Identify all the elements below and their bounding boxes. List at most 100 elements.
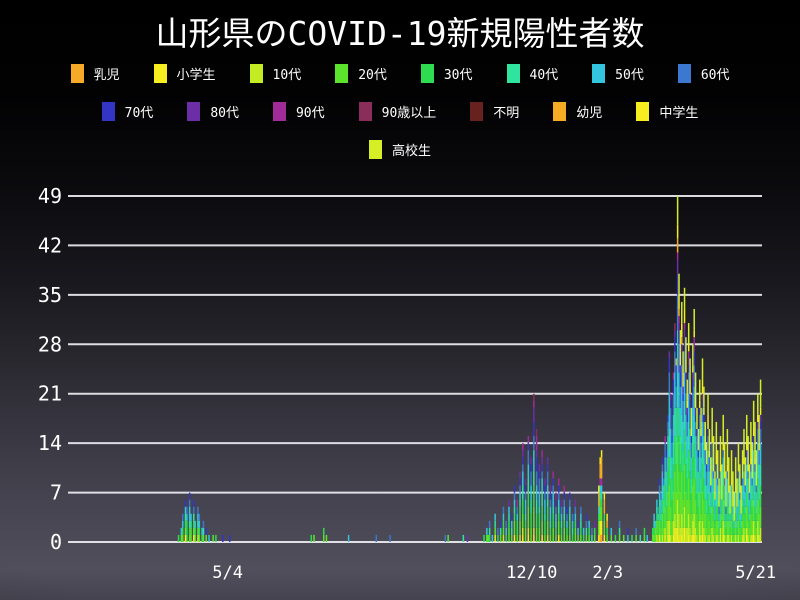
bar-segment (656, 499, 658, 507)
bar-segment (700, 457, 702, 479)
bar-segment (692, 379, 694, 394)
bar-segment (522, 499, 524, 514)
bar-segment (726, 429, 729, 465)
legend-label: 小学生 (176, 68, 216, 84)
bar-segment (519, 492, 521, 500)
bar-segment (687, 534, 690, 542)
bar-segment (723, 534, 726, 542)
bar-segment (687, 365, 690, 373)
bar-segment (499, 520, 502, 528)
bar-segment (658, 485, 661, 493)
bar-segment (180, 527, 183, 535)
bar-segment (527, 443, 530, 451)
bar-segment (678, 513, 680, 535)
bar-segment (672, 492, 675, 521)
bar-segment (689, 450, 691, 472)
bar-segment (606, 527, 608, 535)
bar-segment (502, 534, 505, 542)
bar-segment (757, 421, 759, 430)
bar-segment (701, 400, 704, 408)
bar-segment (541, 492, 543, 507)
bar-segment (606, 513, 608, 521)
bar-segment (184, 534, 187, 542)
bar-segment (690, 429, 693, 437)
bar-segment (740, 534, 742, 542)
bar-segment (682, 351, 684, 373)
bar-segment (664, 506, 666, 528)
bar-segment (466, 534, 469, 542)
bar-segment (527, 492, 530, 507)
bar-segment (687, 513, 690, 535)
bar-segment (599, 457, 601, 465)
bar-segment (681, 337, 683, 345)
bar-segment (675, 365, 677, 373)
bar-segment (546, 471, 549, 486)
bar-segment (701, 520, 704, 535)
bar-segment (703, 527, 705, 542)
bar-segment (743, 471, 745, 486)
bar-segment (686, 400, 689, 408)
bar-segment (745, 450, 748, 458)
bar-segment (676, 499, 679, 528)
bar-segment (743, 429, 745, 458)
bar-segment (668, 534, 671, 542)
bar-segment (722, 471, 724, 486)
bar-segment (696, 450, 698, 472)
bar-segment (502, 506, 505, 514)
bar-segment (667, 436, 669, 458)
bar-segment (745, 443, 748, 451)
bar-segment (703, 457, 705, 479)
bar-segment (743, 464, 745, 472)
bar-segment (734, 534, 737, 542)
bar-segment (524, 499, 527, 514)
bar-segment (682, 471, 684, 500)
bar-segment (524, 520, 527, 528)
bar-segment (754, 421, 756, 458)
legend-swatch (335, 64, 349, 84)
bar-segment (694, 372, 697, 394)
bar-segment (544, 485, 546, 493)
bar-segment (516, 513, 519, 521)
bar-segment (754, 457, 756, 465)
bar-segment (734, 506, 737, 514)
bar-segment (690, 436, 693, 444)
bar-segment (653, 513, 655, 521)
bar-segment (665, 506, 668, 521)
bar-segment (197, 506, 199, 514)
bar-segment (671, 478, 673, 500)
bar-segment (748, 464, 751, 493)
bar-segment (698, 520, 701, 535)
bar-segment (522, 457, 524, 465)
bar-segment (557, 499, 560, 507)
bar-segment (683, 351, 686, 373)
bar-segment (715, 421, 718, 451)
bar-segment (747, 436, 749, 465)
bar-segment (679, 436, 682, 465)
legend-swatch (187, 102, 201, 122)
bar-segment (705, 485, 708, 500)
bar-segment (375, 534, 378, 542)
bar-segment (725, 527, 727, 535)
legend-swatch (420, 64, 434, 84)
bar-segment (716, 450, 719, 479)
bar-segment (519, 499, 521, 507)
bar-segment (522, 485, 524, 500)
chart-title: 山形県のCOVID-19新規陽性者数 (155, 14, 645, 53)
bar-segment (715, 478, 718, 493)
bar-segment (563, 499, 566, 507)
bar-segment (719, 464, 722, 472)
bar-segment (698, 429, 701, 451)
bar-segment (748, 527, 751, 542)
bar-segment (725, 471, 727, 507)
legend-swatch (249, 64, 263, 84)
bar-segment (654, 527, 657, 542)
bar-segment (751, 534, 754, 542)
bar-segment (665, 492, 668, 507)
bar-segment (743, 499, 745, 514)
bar-segment (671, 443, 673, 458)
bar-segment (557, 506, 560, 514)
bar-segment (685, 337, 687, 359)
bar-segment (693, 513, 695, 535)
bar-segment (541, 471, 543, 479)
bar-segment (681, 534, 683, 542)
